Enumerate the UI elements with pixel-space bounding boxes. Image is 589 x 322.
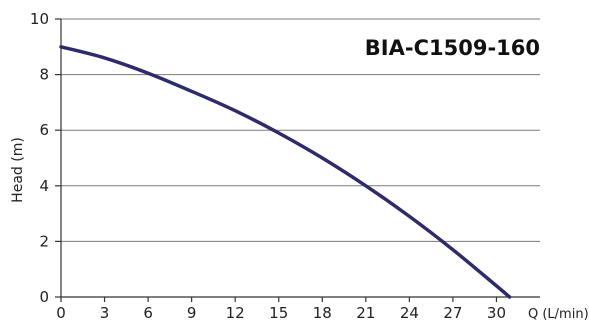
x-tick-label-18: 18 (313, 304, 332, 322)
x-tick-label-9: 9 (187, 304, 197, 322)
x-tick-label-6: 6 (143, 304, 153, 322)
y-tick-label-2: 2 (39, 232, 49, 250)
x-tick-label-21: 21 (356, 304, 375, 322)
y-tick-label-10: 10 (30, 10, 49, 28)
y-tick-label-8: 8 (39, 66, 49, 84)
chart-title: BIA-C1509-160 (365, 36, 540, 60)
y-tick-label-0: 0 (39, 288, 49, 306)
y-tick-label-6: 6 (39, 121, 49, 139)
x-tick-label-0: 0 (56, 304, 66, 322)
y-tick-labels: 0 2 4 6 8 10 (30, 10, 49, 306)
x-tick-label-3: 3 (100, 304, 110, 322)
x-tick-label-15: 15 (269, 304, 288, 322)
axes (55, 18, 540, 302)
x-axis-label: Q (L/min) (528, 307, 589, 322)
x-tick-label-30: 30 (487, 304, 506, 322)
grid-lines (61, 18, 540, 242)
y-tick-label-4: 4 (39, 177, 49, 195)
y-axis-label: Head (m) (10, 137, 26, 203)
x-tick-labels: 0 3 6 9 12 15 18 21 24 27 30 (56, 304, 506, 322)
x-tick-label-27: 27 (443, 304, 462, 322)
x-tick-label-24: 24 (400, 304, 419, 322)
x-tick-label-12: 12 (226, 304, 245, 322)
series-line (59, 45, 512, 299)
